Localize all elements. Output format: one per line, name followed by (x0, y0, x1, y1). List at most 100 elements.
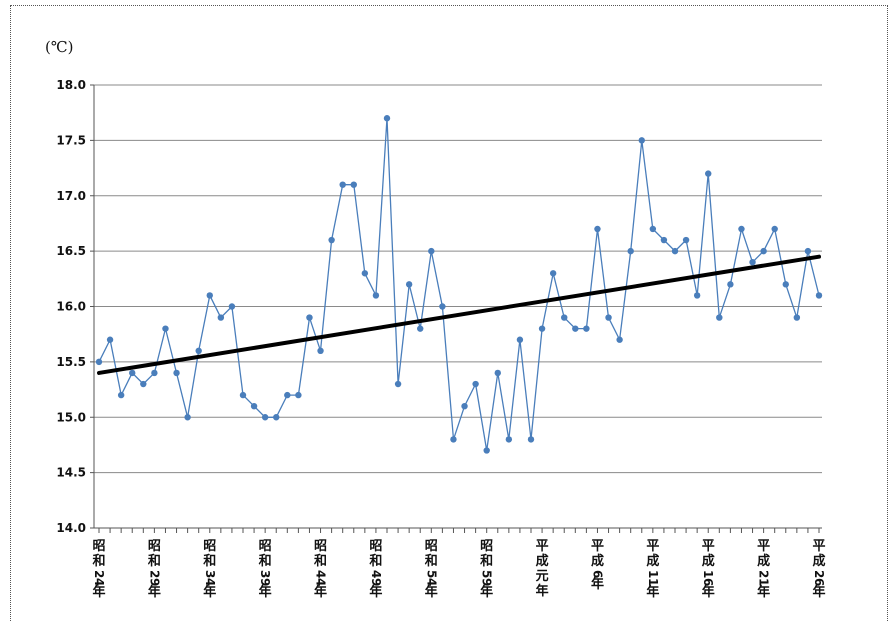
svg-text:年: 年 (92, 584, 105, 600)
svg-text:平: 平 (591, 539, 604, 554)
svg-text:平: 平 (536, 539, 549, 554)
svg-text:昭: 昭 (203, 539, 216, 554)
svg-text:元: 元 (536, 569, 549, 584)
data-point (682, 236, 690, 244)
svg-text:平: 平 (812, 539, 825, 554)
y-axis-unit-label: (℃) (45, 38, 73, 56)
data-point (250, 402, 258, 410)
svg-text:成: 成 (812, 553, 825, 569)
data-point (106, 336, 114, 343)
data-point (815, 292, 823, 299)
data-point (505, 436, 513, 443)
svg-text:年: 年 (812, 584, 825, 600)
data-point (428, 247, 435, 255)
svg-text:4: 4 (314, 578, 328, 586)
svg-text:成: 成 (646, 553, 659, 569)
svg-text:年: 年 (480, 584, 493, 600)
data-point (261, 414, 269, 421)
svg-text:4: 4 (369, 570, 383, 578)
y-tick-labels: 14.0 14.5 15.0 15.5 16.0 16.5 17.0 17.5 18.0 (56, 78, 86, 535)
data-point (273, 414, 280, 421)
svg-text:9: 9 (258, 578, 272, 586)
svg-text:4: 4 (314, 570, 328, 578)
data-point (151, 369, 158, 377)
data-point (95, 358, 103, 366)
svg-text:4: 4 (424, 578, 438, 586)
data-point (195, 347, 202, 354)
svg-text:2: 2 (757, 570, 771, 578)
data-point (350, 181, 357, 188)
svg-text:平: 平 (646, 539, 659, 554)
data-point (572, 325, 579, 332)
chart-frame (10, 5, 888, 621)
data-point (206, 292, 213, 299)
data-point (583, 325, 590, 332)
svg-text:和: 和 (259, 553, 272, 569)
svg-text:2: 2 (812, 570, 826, 578)
svg-text:平: 平 (702, 539, 715, 554)
svg-text:6: 6 (701, 578, 715, 586)
data-point (239, 391, 247, 399)
svg-text:年: 年 (425, 584, 438, 600)
svg-text:5: 5 (424, 570, 438, 578)
y-tick-label: 15.0 (56, 410, 86, 424)
axes (90, 84, 822, 533)
svg-text:和: 和 (203, 553, 216, 569)
svg-text:1: 1 (646, 578, 660, 586)
data-point (494, 369, 501, 377)
data-point (660, 236, 668, 244)
data-point (317, 347, 324, 354)
data-point (771, 225, 778, 233)
data-point (561, 314, 568, 321)
data-point (527, 436, 535, 443)
svg-text:6: 6 (590, 570, 604, 578)
svg-text:年: 年 (591, 576, 604, 592)
y-tick-label: 17.0 (56, 189, 86, 203)
data-point (594, 225, 601, 233)
svg-text:年: 年 (536, 583, 549, 599)
data-point (439, 303, 446, 310)
svg-text:4: 4 (203, 578, 217, 586)
data-point (328, 236, 335, 244)
svg-text:年: 年 (369, 584, 382, 600)
svg-text:9: 9 (480, 578, 494, 586)
y-tick-label: 14.5 (56, 466, 86, 480)
svg-text:和: 和 (480, 553, 493, 569)
data-point (361, 270, 369, 277)
y-tick-label: 14.0 (56, 521, 86, 535)
data-point (549, 270, 557, 277)
svg-text:成: 成 (536, 553, 549, 569)
svg-text:9: 9 (147, 578, 161, 586)
svg-text:年: 年 (702, 584, 715, 600)
data-point (339, 181, 346, 188)
svg-text:和: 和 (92, 553, 105, 569)
trend-line-group (97, 254, 821, 375)
data-point (117, 391, 125, 399)
data-point (749, 259, 756, 266)
data-point (716, 314, 723, 321)
svg-text:昭: 昭 (259, 539, 272, 554)
svg-text:昭: 昭 (148, 539, 161, 554)
svg-text:昭: 昭 (314, 539, 327, 554)
svg-text:年: 年 (757, 584, 770, 600)
data-point (129, 369, 136, 377)
svg-text:1: 1 (646, 570, 660, 578)
svg-text:昭: 昭 (92, 539, 105, 554)
data-point (461, 402, 468, 410)
svg-text:1: 1 (757, 578, 771, 586)
svg-text:成: 成 (702, 553, 715, 569)
data-point (140, 380, 147, 388)
x-tick-labels: 昭和24年昭和29年昭和34年昭和39年昭和44年昭和49年昭和54年昭和59年… (92, 539, 826, 600)
svg-text:和: 和 (314, 553, 327, 569)
data-point (516, 336, 524, 343)
data-point (727, 281, 734, 288)
series-line (98, 118, 820, 451)
svg-text:和: 和 (369, 553, 382, 569)
y-tick-label: 15.5 (56, 355, 86, 369)
data-point (472, 380, 479, 388)
svg-text:5: 5 (480, 570, 494, 578)
